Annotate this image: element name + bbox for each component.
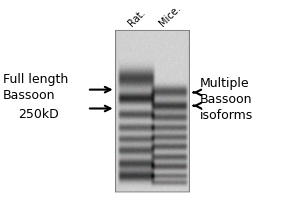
- Text: Full length: Full length: [3, 73, 68, 86]
- Text: Bassoon: Bassoon: [200, 93, 252, 106]
- Text: Multiple: Multiple: [200, 77, 249, 90]
- Text: Mice.: Mice.: [157, 3, 182, 28]
- Text: isoforms: isoforms: [200, 109, 253, 122]
- Text: 250kD: 250kD: [18, 108, 59, 121]
- Text: Rat.: Rat.: [126, 7, 147, 28]
- Text: Bassoon: Bassoon: [3, 89, 56, 102]
